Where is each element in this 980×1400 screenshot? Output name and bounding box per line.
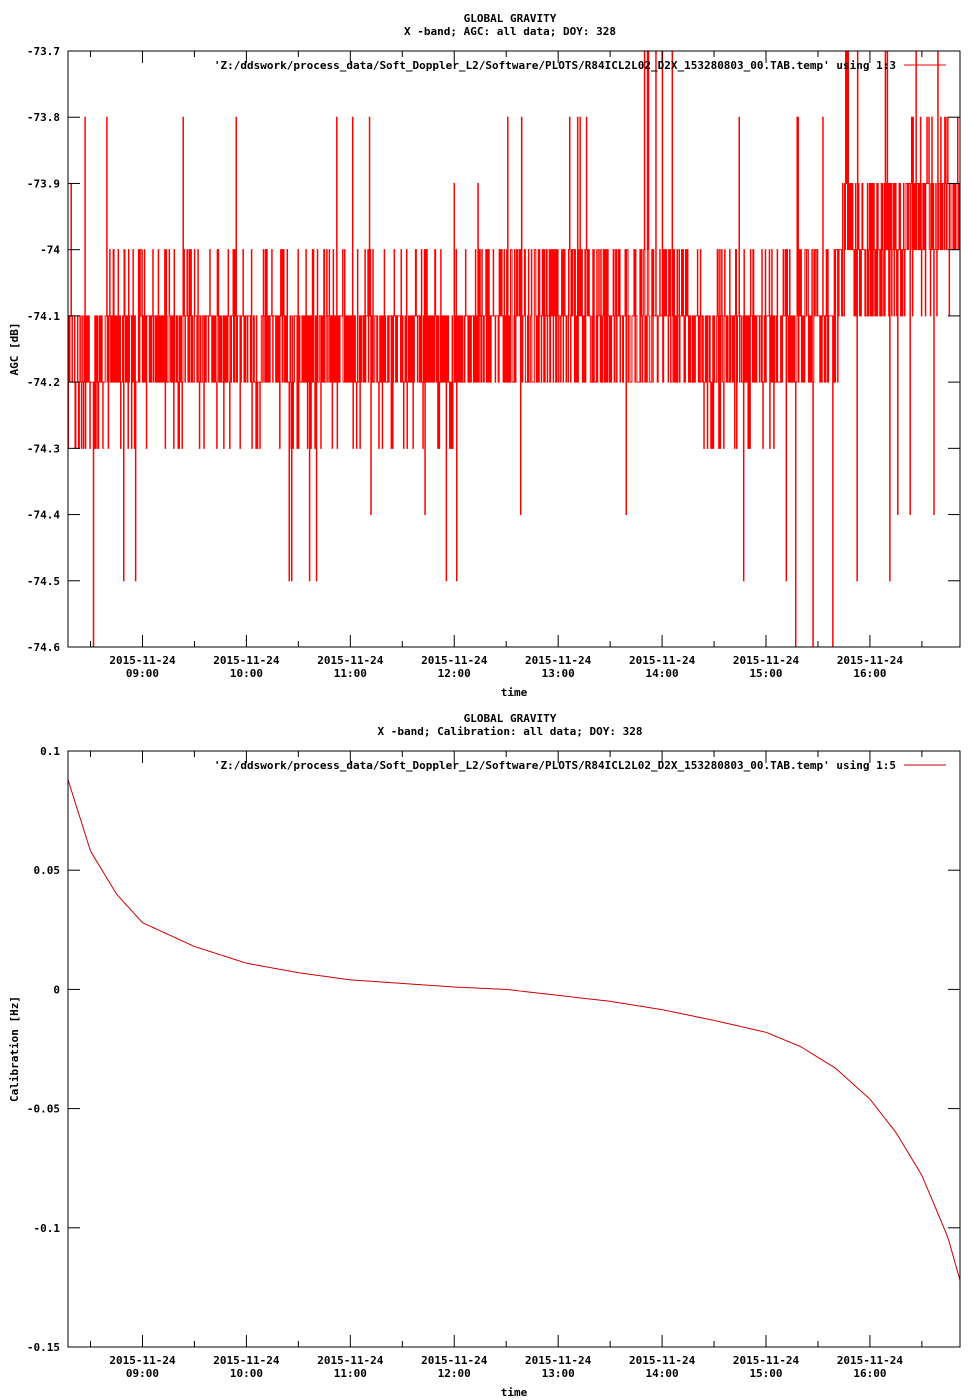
- series-line: [68, 51, 960, 647]
- y-tick-label: -0.1: [34, 1222, 61, 1235]
- legend-entry: 'Z:/ddswork/process_data/Soft_Doppler_L2…: [214, 59, 896, 72]
- x-tick-label-date: 2015-11-24: [733, 1354, 800, 1367]
- y-tick-label: -73.7: [27, 45, 60, 58]
- x-tick-label-date: 2015-11-24: [421, 654, 488, 667]
- x-tick-label-date: 2015-11-24: [837, 654, 904, 667]
- x-tick-label-time: 15:00: [749, 1367, 782, 1380]
- y-tick-label: -0.15: [27, 1341, 60, 1354]
- x-tick-label-date: 2015-11-24: [837, 1354, 904, 1367]
- x-tick-label-time: 13:00: [542, 667, 575, 680]
- x-tick-label-time: 16:00: [853, 667, 886, 680]
- x-tick-label-time: 11:00: [334, 667, 367, 680]
- y-axis-label: Calibration [Hz]: [8, 996, 21, 1102]
- y-tick-label: 0.05: [34, 864, 61, 877]
- y-tick-label: -73.9: [27, 177, 60, 190]
- y-tick-label: -74.6: [27, 641, 60, 654]
- x-tick-label-time: 09:00: [126, 667, 159, 680]
- chart-subtitle: X -band; Calibration: all data; DOY: 328: [378, 725, 643, 738]
- series-line: [67, 779, 961, 1281]
- chart-subtitle: X -band; AGC: all data; DOY: 328: [404, 25, 616, 38]
- x-tick-label-date: 2015-11-24: [525, 1354, 592, 1367]
- y-tick-label: -0.05: [27, 1103, 60, 1116]
- x-tick-label-time: 13:00: [542, 1367, 575, 1380]
- x-tick-label-time: 14:00: [646, 1367, 679, 1380]
- y-tick-label: -74.1: [27, 310, 60, 323]
- y-tick-label: -73.8: [27, 111, 60, 124]
- x-tick-label-time: 14:00: [646, 667, 679, 680]
- y-tick-label: -74.4: [27, 509, 60, 522]
- x-tick-label-time: 15:00: [749, 667, 782, 680]
- x-tick-label-date: 2015-11-24: [109, 1354, 176, 1367]
- x-tick-label-date: 2015-11-24: [733, 654, 800, 667]
- x-tick-label-date: 2015-11-24: [317, 1354, 384, 1367]
- legend-entry: 'Z:/ddswork/process_data/Soft_Doppler_L2…: [214, 759, 896, 772]
- y-tick-label: 0: [53, 983, 60, 996]
- y-tick-label: -74.3: [27, 442, 60, 455]
- plot-frame: [67, 50, 961, 648]
- x-tick-label-time: 10:00: [230, 1367, 263, 1380]
- y-tick-label: -74.5: [27, 575, 60, 588]
- x-tick-label-date: 2015-11-24: [213, 1354, 280, 1367]
- x-tick-label-date: 2015-11-24: [109, 654, 176, 667]
- chart-title: GLOBAL GRAVITY: [464, 12, 557, 25]
- x-tick-label-time: 11:00: [334, 1367, 367, 1380]
- x-tick-label-time: 12:00: [438, 1367, 471, 1380]
- chart-title: GLOBAL GRAVITY: [464, 712, 557, 725]
- x-tick-label-time: 16:00: [853, 1367, 886, 1380]
- x-tick-label-date: 2015-11-24: [525, 654, 592, 667]
- x-tick-label-date: 2015-11-24: [213, 654, 280, 667]
- plot-frame: [67, 750, 961, 1348]
- y-axis-label: AGC [dB]: [8, 323, 21, 376]
- x-tick-label-time: 09:00: [126, 1367, 159, 1380]
- x-tick-label-date: 2015-11-24: [629, 1354, 696, 1367]
- x-tick-label-date: 2015-11-24: [317, 654, 384, 667]
- y-tick-label: -74: [40, 244, 60, 257]
- y-tick-label: 0.1: [40, 745, 60, 758]
- x-tick-label-time: 12:00: [438, 667, 471, 680]
- x-axis-label: time: [501, 686, 528, 699]
- x-tick-label-date: 2015-11-24: [629, 654, 696, 667]
- x-tick-label-time: 10:00: [230, 667, 263, 680]
- x-axis-label: time: [501, 1386, 528, 1399]
- y-tick-label: -74.2: [27, 376, 60, 389]
- x-tick-label-date: 2015-11-24: [421, 1354, 488, 1367]
